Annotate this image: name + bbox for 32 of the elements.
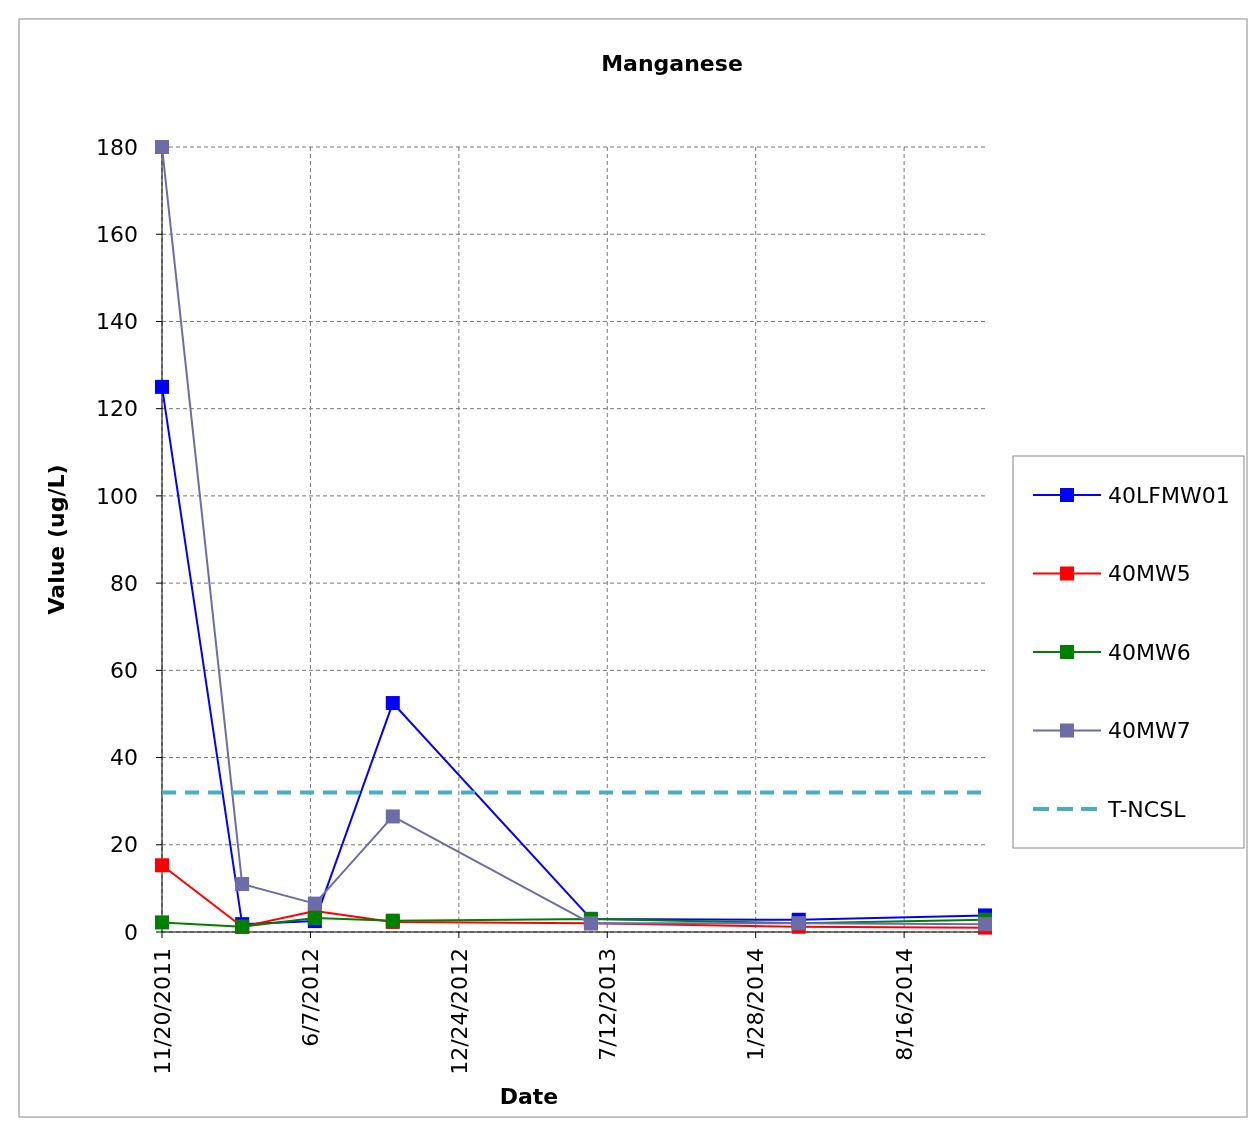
legend-label: 40LFMW01 — [1108, 482, 1230, 508]
legend-label: 40MW6 — [1108, 639, 1191, 665]
point — [155, 858, 169, 873]
y-axis-title: Value (ug/L) — [44, 464, 69, 615]
point — [155, 915, 169, 930]
y-tick-label: 20 — [110, 832, 138, 858]
x-tick-label: 6/7/2012 — [298, 948, 324, 1047]
y-tick-label: 80 — [110, 570, 138, 596]
point — [155, 140, 169, 154]
point — [385, 809, 400, 824]
legend-label: 40MW5 — [1108, 561, 1191, 587]
point — [235, 877, 250, 892]
y-tick-label: 120 — [96, 396, 138, 422]
y-tick-label: 180 — [96, 134, 138, 160]
point — [155, 379, 169, 394]
point — [385, 696, 400, 711]
x-tick-label: 1/28/2014 — [743, 948, 769, 1061]
chart-title: Manganese — [601, 51, 743, 76]
x-tick-label: 8/16/2014 — [891, 948, 917, 1061]
point — [307, 896, 322, 911]
y-tick-label: 40 — [110, 745, 138, 771]
legend-label: T-NCSL — [1107, 796, 1187, 822]
y-tick-label: 60 — [110, 658, 138, 684]
x-tick-label: 11/20/2011 — [149, 948, 175, 1075]
x-tick-label: 12/24/2012 — [446, 948, 472, 1075]
x-axis-title: Date — [499, 1084, 559, 1109]
y-tick-label: 160 — [96, 221, 138, 247]
legend-label: 40MW7 — [1108, 718, 1191, 744]
y-tick-label: 100 — [96, 483, 138, 509]
y-tick-label: 0 — [124, 919, 138, 945]
x-tick-label: 7/12/2013 — [594, 948, 620, 1061]
y-tick-label: 140 — [96, 309, 138, 335]
